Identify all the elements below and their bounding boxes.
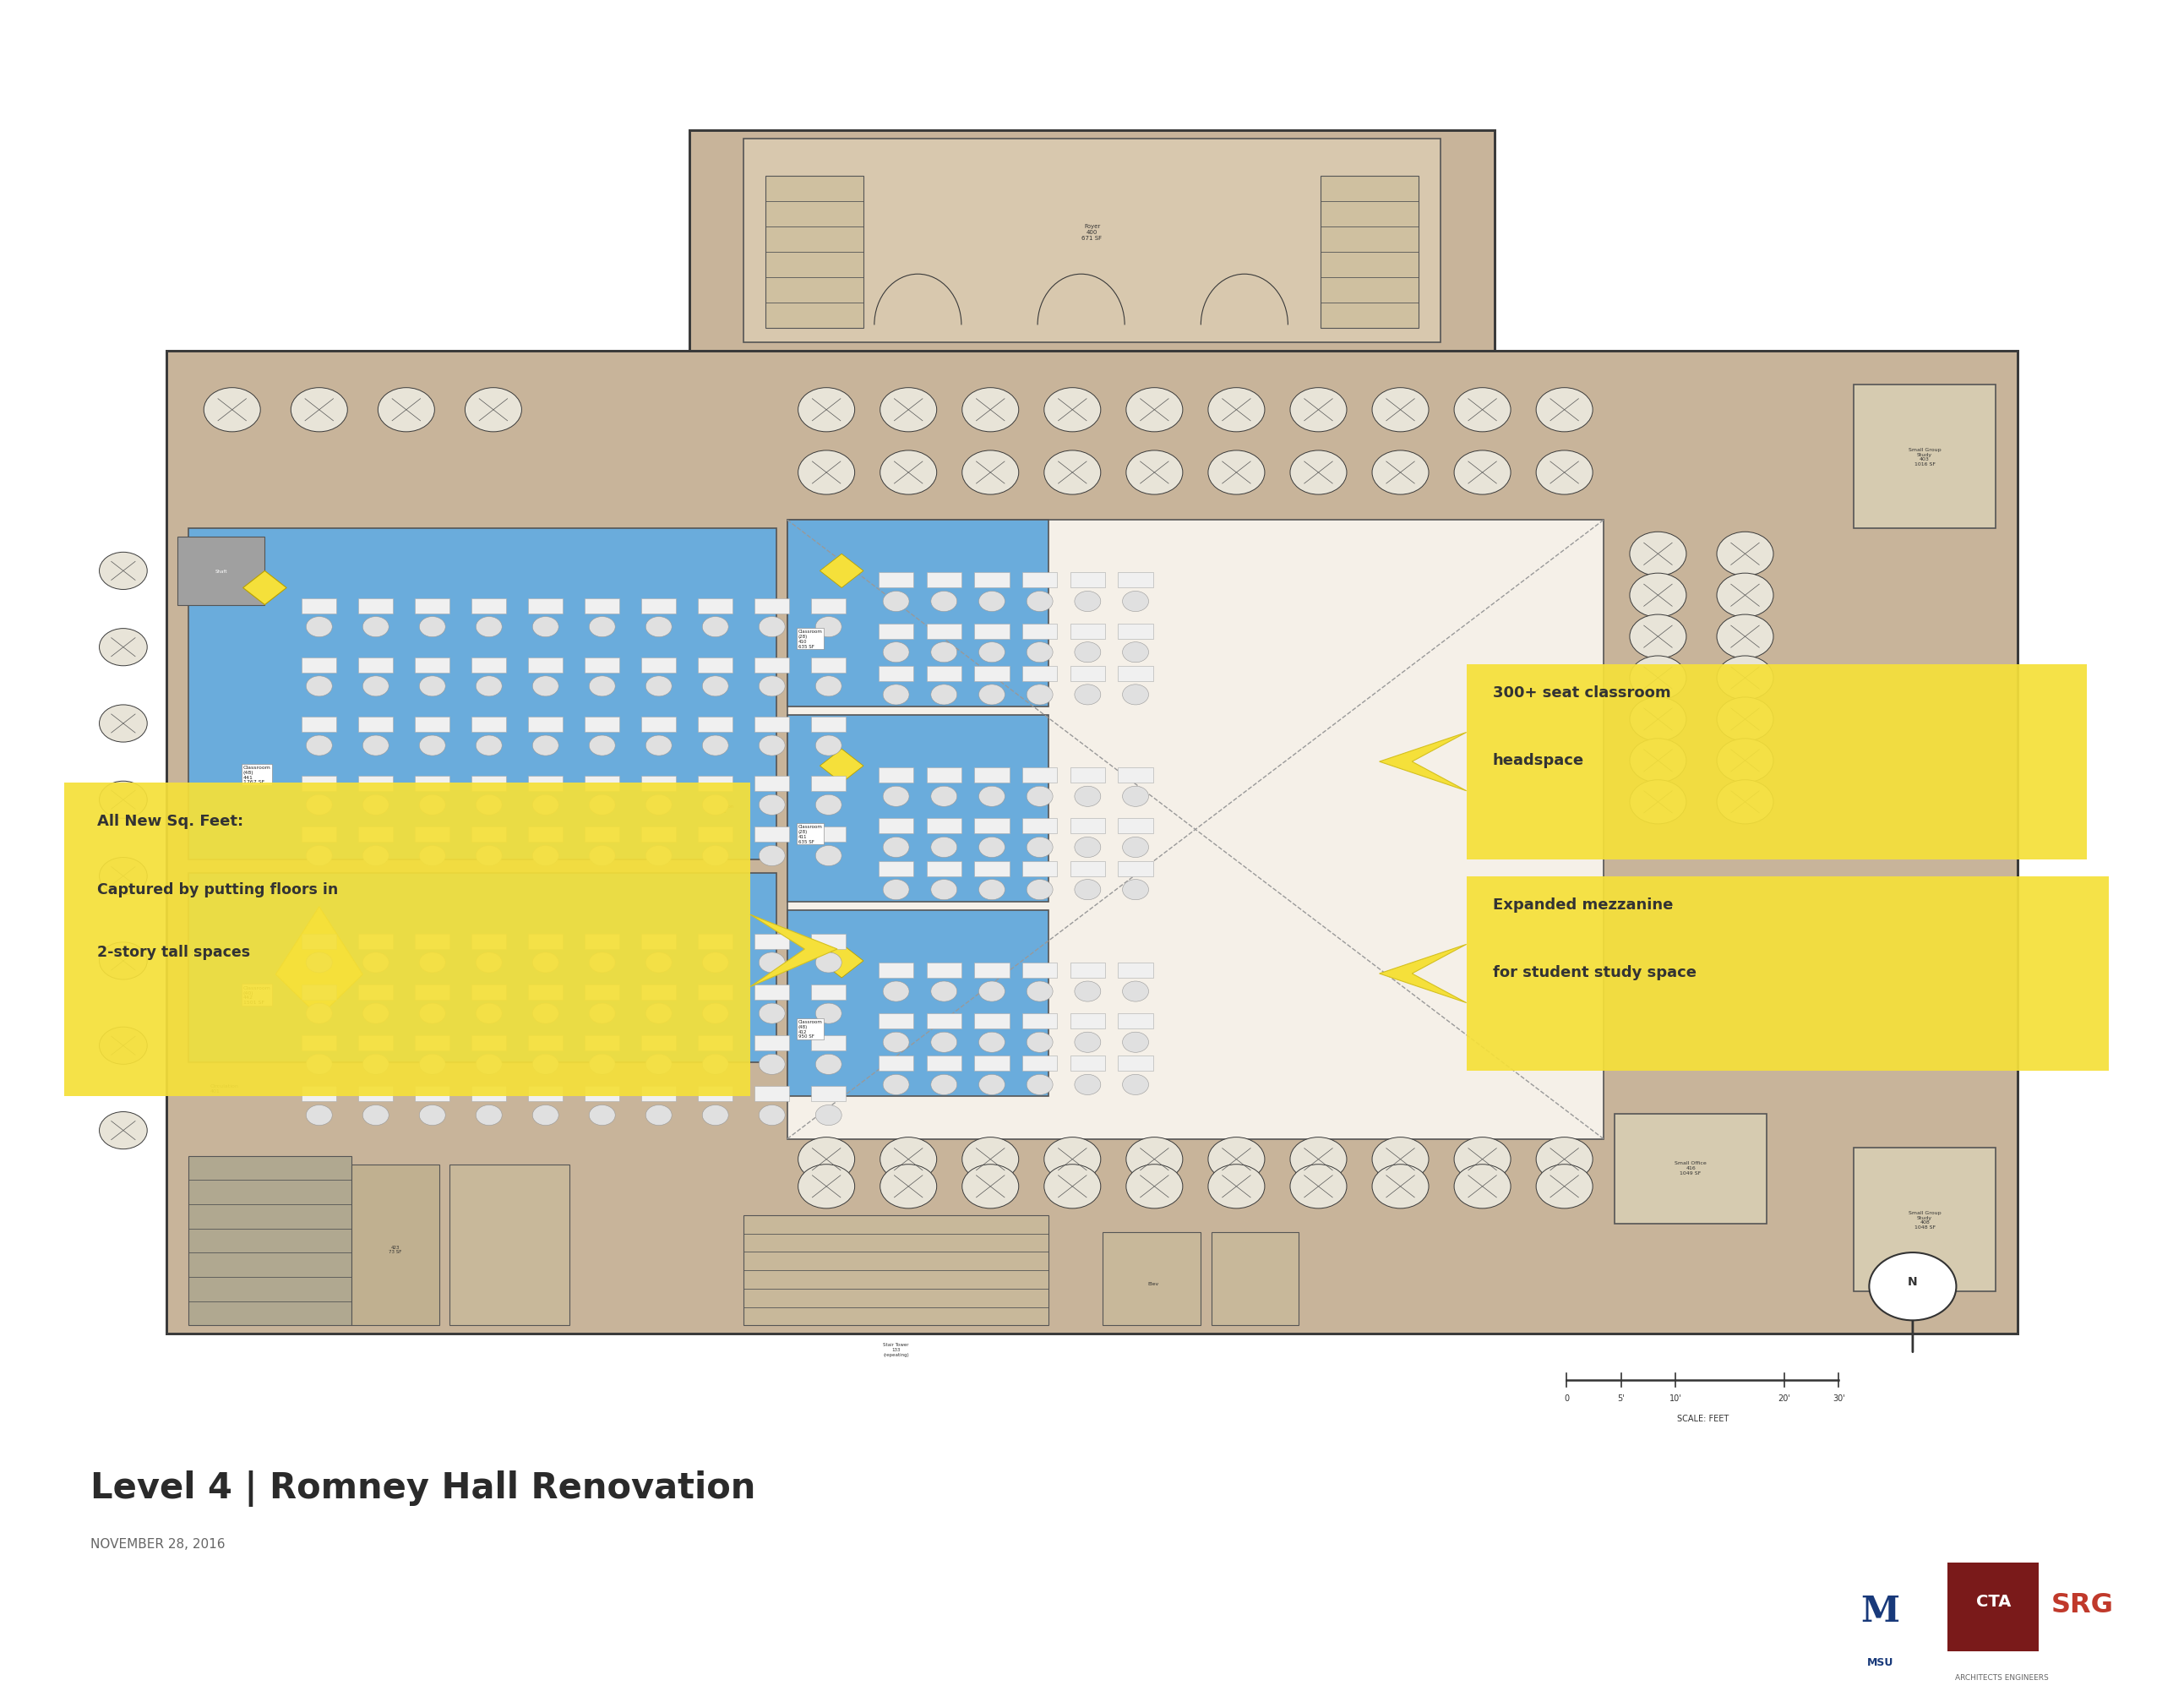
Bar: [699, 1037, 734, 1052]
Circle shape: [363, 795, 389, 815]
Circle shape: [978, 786, 1005, 807]
Circle shape: [1455, 451, 1511, 495]
Circle shape: [1044, 388, 1101, 432]
Circle shape: [98, 1028, 146, 1064]
Circle shape: [703, 846, 729, 866]
Circle shape: [930, 684, 957, 705]
Circle shape: [1127, 451, 1184, 495]
Circle shape: [815, 1055, 841, 1074]
Bar: [878, 574, 913, 589]
Circle shape: [815, 846, 841, 866]
Circle shape: [290, 388, 347, 432]
Circle shape: [1870, 1253, 1957, 1321]
Circle shape: [1629, 614, 1686, 659]
Text: Shaft: Shaft: [214, 568, 227, 574]
Bar: [810, 985, 845, 1001]
Circle shape: [963, 451, 1018, 495]
Circle shape: [476, 846, 502, 866]
Bar: [926, 665, 961, 681]
Bar: [1022, 768, 1057, 783]
Circle shape: [419, 1105, 446, 1125]
Circle shape: [590, 1105, 616, 1125]
Circle shape: [930, 643, 957, 662]
Circle shape: [1075, 643, 1101, 662]
Circle shape: [882, 837, 909, 858]
Bar: [1321, 177, 1420, 328]
Bar: [301, 1037, 336, 1052]
Circle shape: [306, 953, 332, 974]
Circle shape: [1026, 1033, 1053, 1054]
Bar: [472, 827, 507, 842]
Circle shape: [978, 1074, 1005, 1094]
Bar: [472, 985, 507, 1001]
Bar: [585, 717, 620, 732]
Circle shape: [1208, 388, 1265, 432]
Circle shape: [646, 676, 673, 696]
Circle shape: [1717, 739, 1773, 783]
Circle shape: [590, 618, 616, 638]
Bar: [1212, 1232, 1299, 1326]
Bar: [753, 827, 788, 842]
Bar: [1070, 768, 1105, 783]
Circle shape: [1026, 592, 1053, 613]
Circle shape: [419, 953, 446, 974]
Circle shape: [758, 795, 784, 815]
Circle shape: [419, 618, 446, 638]
Circle shape: [98, 705, 146, 742]
Text: headspace: headspace: [1492, 752, 1583, 768]
Circle shape: [978, 643, 1005, 662]
Text: MSU: MSU: [1867, 1656, 1894, 1666]
Text: All New Sq. Feet:: All New Sq. Feet:: [96, 814, 242, 829]
FancyBboxPatch shape: [1465, 664, 2088, 860]
Circle shape: [1123, 643, 1149, 662]
Circle shape: [703, 1105, 729, 1125]
Bar: [177, 538, 264, 606]
Circle shape: [363, 676, 389, 696]
Bar: [358, 1037, 393, 1052]
Text: 5': 5': [1618, 1394, 1625, 1402]
Circle shape: [1372, 451, 1428, 495]
Bar: [1118, 625, 1153, 640]
Circle shape: [1455, 1137, 1511, 1181]
Circle shape: [476, 618, 502, 638]
Circle shape: [646, 953, 673, 974]
Bar: [764, 177, 863, 328]
Circle shape: [419, 676, 446, 696]
Bar: [585, 1037, 620, 1052]
Circle shape: [880, 1137, 937, 1181]
Bar: [753, 657, 788, 672]
Bar: [415, 657, 450, 672]
Circle shape: [978, 880, 1005, 900]
Circle shape: [1044, 1137, 1101, 1181]
Circle shape: [963, 388, 1018, 432]
Circle shape: [646, 735, 673, 756]
Bar: [926, 1055, 961, 1071]
Text: M: M: [1861, 1593, 1900, 1629]
Circle shape: [930, 837, 957, 858]
Text: Stair Tower
133
(repeating): Stair Tower 133 (repeating): [882, 1343, 909, 1356]
Bar: [1118, 819, 1153, 834]
Circle shape: [703, 618, 729, 638]
Bar: [472, 1037, 507, 1052]
Bar: [301, 717, 336, 732]
Bar: [166, 351, 2018, 1334]
Bar: [585, 599, 620, 614]
Bar: [529, 985, 563, 1001]
Circle shape: [882, 1074, 909, 1094]
Bar: [415, 717, 450, 732]
Circle shape: [476, 953, 502, 974]
Text: Classroom
(48)
412
950 SF: Classroom (48) 412 950 SF: [797, 1019, 823, 1038]
Circle shape: [978, 592, 1005, 613]
Bar: [415, 599, 450, 614]
Text: 423
73 SF: 423 73 SF: [389, 1244, 402, 1254]
Bar: [358, 657, 393, 672]
Circle shape: [797, 388, 854, 432]
Circle shape: [1026, 1074, 1053, 1094]
Bar: [415, 1037, 450, 1052]
Bar: [529, 1037, 563, 1052]
Bar: [926, 768, 961, 783]
Circle shape: [419, 1004, 446, 1025]
Bar: [699, 599, 734, 614]
Circle shape: [590, 1004, 616, 1025]
Circle shape: [590, 676, 616, 696]
